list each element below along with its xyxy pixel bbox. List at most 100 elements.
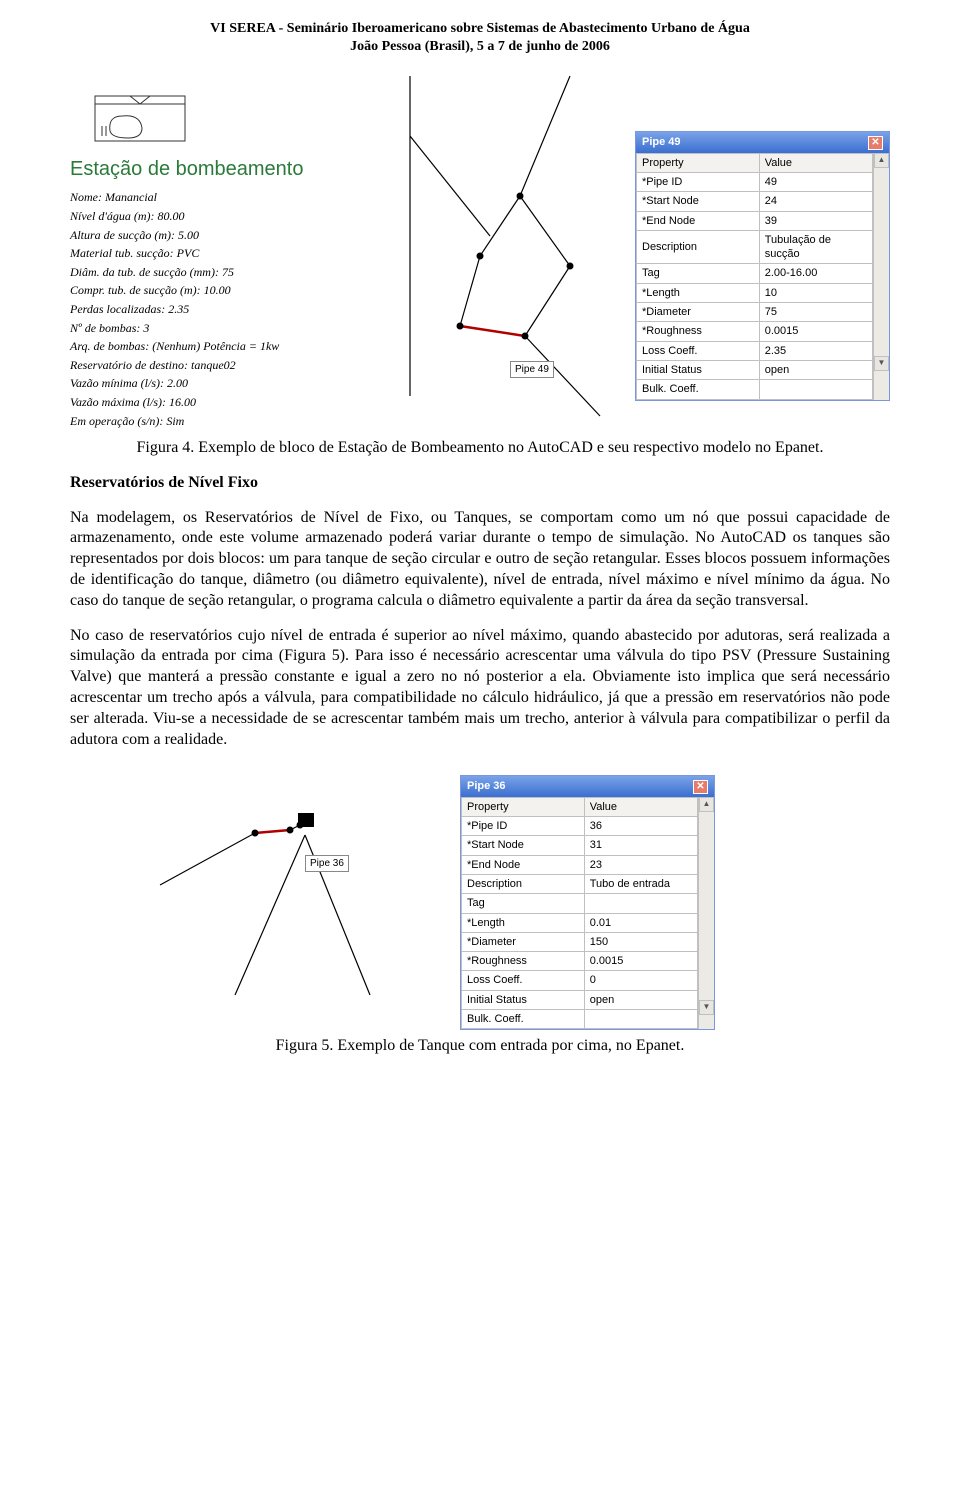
dialog-titlebar[interactable]: Pipe 36 ✕ <box>461 776 714 796</box>
autocad-block: Estação de bombeamento Nome: ManancialNí… <box>70 76 390 430</box>
value-cell[interactable]: 75 <box>759 303 872 322</box>
value-cell[interactable]: 24 <box>759 192 872 211</box>
property-table: Property Value *Pipe ID36*Start Node31*E… <box>461 797 698 1030</box>
scroll-down-icon[interactable]: ▼ <box>874 356 889 371</box>
table-row[interactable]: Loss Coeff.0 <box>462 971 698 990</box>
value-cell[interactable]: 23 <box>584 855 697 874</box>
close-icon[interactable]: ✕ <box>868 136 883 150</box>
station-row: Diâm. da tub. de sucção (mm): 75 <box>70 263 390 282</box>
station-row-value: (Nenhum) Potência = 1kw <box>152 339 279 353</box>
table-row[interactable]: DescriptionTubo de entrada <box>462 874 698 893</box>
station-row-label: Perdas localizadas: <box>70 302 165 316</box>
value-cell[interactable]: 31 <box>584 836 697 855</box>
dialog-titlebar[interactable]: Pipe 49 ✕ <box>636 132 889 152</box>
col-header-value: Value <box>584 797 697 816</box>
station-row: Vazão máxima (l/s): 16.00 <box>70 393 390 412</box>
prop-cell: Bulk. Coeff. <box>637 380 760 399</box>
pipe-property-dialog: Pipe 36 ✕ Property Value *Pipe ID36*Star… <box>460 775 715 1030</box>
pipe-label-box: Pipe 49 <box>510 361 554 378</box>
table-row[interactable]: Initial Statusopen <box>637 360 873 379</box>
table-row[interactable]: *Roughness0.0015 <box>637 322 873 341</box>
prop-cell: Description <box>637 230 760 264</box>
scroll-up-icon[interactable]: ▲ <box>699 797 714 812</box>
table-row[interactable]: *Pipe ID49 <box>637 172 873 191</box>
scrollbar[interactable]: ▲ ▼ <box>698 797 714 1030</box>
epanet-tank-diagram: Pipe 36 <box>160 775 420 1005</box>
table-row[interactable]: DescriptionTubulação de sucção <box>637 230 873 264</box>
station-row: Arq. de bombas: (Nenhum) Potência = 1kw <box>70 337 390 356</box>
prop-cell: *Start Node <box>462 836 585 855</box>
table-row[interactable]: *End Node39 <box>637 211 873 230</box>
station-row: Perdas localizadas: 2.35 <box>70 300 390 319</box>
station-row: Vazão mínima (l/s): 2.00 <box>70 374 390 393</box>
station-row-label: Nome: <box>70 190 102 204</box>
station-row: Compr. tub. de sucção (m): 10.00 <box>70 281 390 300</box>
station-row-value: 2.00 <box>167 376 188 390</box>
prop-cell: Loss Coeff. <box>637 341 760 360</box>
table-row[interactable]: *Diameter75 <box>637 303 873 322</box>
scrollbar[interactable]: ▲ ▼ <box>873 153 889 400</box>
table-row[interactable]: *Start Node31 <box>462 836 698 855</box>
station-row: Em operação (s/n): Sim <box>70 412 390 431</box>
station-row: Reservatório de destino: tanque02 <box>70 356 390 375</box>
figure5-row: Pipe 36 Pipe 36 ✕ Property Value *Pipe I… <box>160 775 890 1030</box>
value-cell[interactable]: 10 <box>759 283 872 302</box>
table-row[interactable]: Tag <box>462 894 698 913</box>
table-row[interactable]: *Length0.01 <box>462 913 698 932</box>
station-row-label: Reservatório de destino: <box>70 358 188 372</box>
pump-symbol-icon <box>70 76 390 156</box>
table-row[interactable]: *Roughness0.0015 <box>462 952 698 971</box>
scroll-up-icon[interactable]: ▲ <box>874 153 889 168</box>
figure4-caption: Figura 4. Exemplo de bloco de Estação de… <box>70 438 890 459</box>
station-row-label: Diâm. da tub. de sucção (mm): <box>70 265 219 279</box>
value-cell[interactable]: 0.0015 <box>584 952 697 971</box>
header-line1: VI SEREA - Seminário Iberoamericano sobr… <box>70 20 890 38</box>
value-cell[interactable]: Tubulação de sucção <box>759 230 872 264</box>
col-header-value: Value <box>759 153 872 172</box>
station-property-list: Nome: ManancialNível d'água (m): 80.00Al… <box>70 188 390 430</box>
value-cell[interactable] <box>584 1010 697 1029</box>
table-row[interactable]: *End Node23 <box>462 855 698 874</box>
value-cell[interactable]: 36 <box>584 817 697 836</box>
close-icon[interactable]: ✕ <box>693 780 708 794</box>
figure4-row: Estação de bombeamento Nome: ManancialNí… <box>70 76 890 430</box>
value-cell[interactable]: 0 <box>584 971 697 990</box>
table-row[interactable]: Bulk. Coeff. <box>462 1010 698 1029</box>
station-row: Altura de sucção (m): 5.00 <box>70 226 390 245</box>
value-cell[interactable]: 150 <box>584 932 697 951</box>
col-header-property: Property <box>462 797 585 816</box>
station-row-value: 10.00 <box>204 283 231 297</box>
value-cell[interactable]: open <box>584 990 697 1009</box>
value-cell[interactable]: 2.35 <box>759 341 872 360</box>
header-line2: João Pessoa (Brasil), 5 a 7 de junho de … <box>70 38 890 56</box>
value-cell[interactable]: 49 <box>759 172 872 191</box>
table-row[interactable]: Initial Statusopen <box>462 990 698 1009</box>
station-row-value: 3 <box>143 321 149 335</box>
table-row[interactable]: *Diameter150 <box>462 932 698 951</box>
station-row-label: Vazão mínima (l/s): <box>70 376 164 390</box>
scroll-down-icon[interactable]: ▼ <box>699 1000 714 1015</box>
prop-cell: Tag <box>462 894 585 913</box>
prop-cell: Tag <box>637 264 760 283</box>
table-row[interactable]: Bulk. Coeff. <box>637 380 873 399</box>
body-paragraph-2: No caso de reservatórios cujo nível de e… <box>70 626 890 751</box>
station-row-value: Sim <box>166 414 184 428</box>
value-cell[interactable] <box>759 380 872 399</box>
station-row-label: Compr. tub. de sucção (m): <box>70 283 201 297</box>
value-cell[interactable]: 39 <box>759 211 872 230</box>
table-row[interactable]: *Pipe ID36 <box>462 817 698 836</box>
station-row-label: Material tub. sucção: <box>70 246 174 260</box>
table-row[interactable]: Tag2.00-16.00 <box>637 264 873 283</box>
dialog-title: Pipe 36 <box>467 779 506 793</box>
value-cell[interactable]: 0.0015 <box>759 322 872 341</box>
page-header: VI SEREA - Seminário Iberoamericano sobr… <box>70 20 890 56</box>
table-row[interactable]: *Start Node24 <box>637 192 873 211</box>
value-cell[interactable]: 2.00-16.00 <box>759 264 872 283</box>
table-row[interactable]: *Length10 <box>637 283 873 302</box>
value-cell[interactable]: open <box>759 360 872 379</box>
table-row[interactable]: Loss Coeff.2.35 <box>637 341 873 360</box>
value-cell[interactable]: Tubo de entrada <box>584 874 697 893</box>
value-cell[interactable] <box>584 894 697 913</box>
prop-cell: *Length <box>462 913 585 932</box>
value-cell[interactable]: 0.01 <box>584 913 697 932</box>
